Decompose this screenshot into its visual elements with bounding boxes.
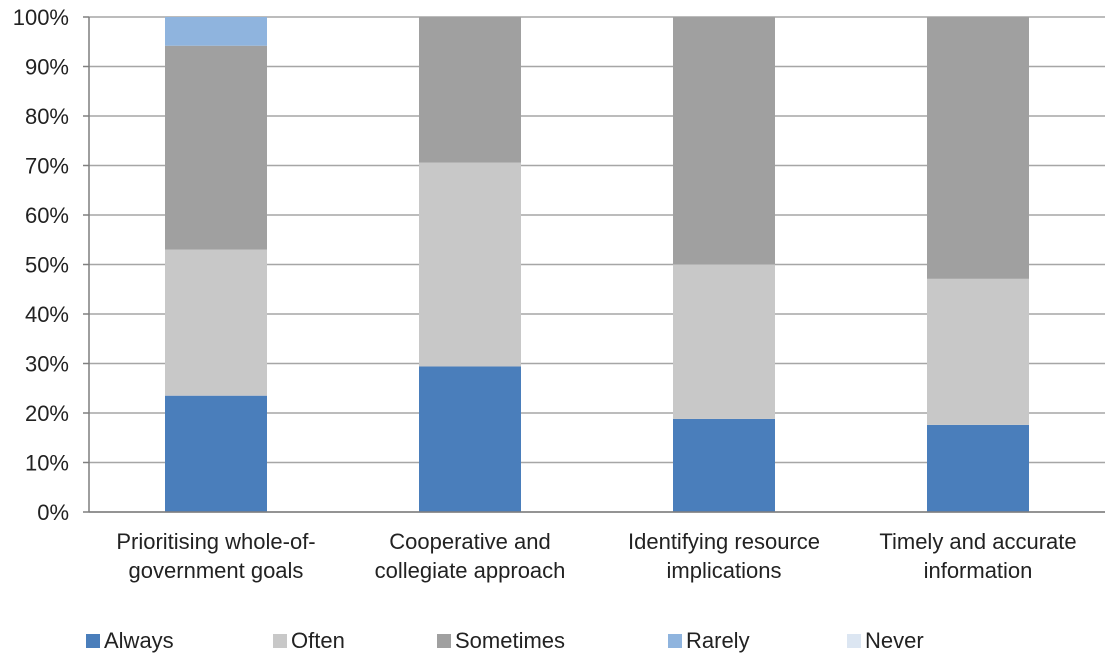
y-tick-label: 0% [37, 500, 69, 525]
legend: Always Often Sometimes Rarely Never [0, 622, 1118, 658]
y-tick-label: 60% [25, 203, 69, 228]
legend-item-often: Often [273, 628, 345, 654]
bar-segment-sometimes [927, 17, 1029, 279]
x-category-label: Prioritising whole-of- [116, 529, 315, 554]
bar-segment-rarely [165, 17, 267, 46]
x-category-label: government goals [129, 558, 304, 583]
x-category-label: information [924, 558, 1033, 583]
legend-item-rarely: Rarely [668, 628, 750, 654]
legend-swatch [847, 634, 861, 648]
bar-segment-always [673, 418, 775, 512]
legend-item-sometimes: Sometimes [437, 628, 565, 654]
axes [83, 16, 1105, 513]
bar-segment-always [419, 366, 521, 512]
y-tick-label: 10% [25, 451, 69, 476]
y-tick-label: 40% [25, 302, 69, 327]
y-tick-label: 30% [25, 352, 69, 377]
y-tick-label: 90% [25, 55, 69, 80]
bar-segment-always [927, 424, 1029, 512]
legend-item-always: Always [86, 628, 174, 654]
bar-segment-often [419, 162, 521, 367]
bars [165, 17, 1029, 512]
legend-item-never: Never [847, 628, 924, 654]
x-category-label: Cooperative and [389, 529, 550, 554]
bar-segment-sometimes [673, 17, 775, 265]
y-tick-labels: 0% 10% 20% 30% 40% 50% 60% 70% 80% 90% 100% [13, 5, 69, 525]
legend-label: Always [104, 628, 174, 653]
legend-label: Rarely [686, 628, 750, 653]
y-tick-label: 50% [25, 253, 69, 278]
category-labels: Prioritising whole-of-government goals Co… [116, 529, 1076, 583]
bar-segment-often [673, 264, 775, 419]
x-category-label: implications [667, 558, 782, 583]
legend-label: Sometimes [455, 628, 566, 653]
y-tick-label: 20% [25, 401, 69, 426]
x-category-label: Timely and accurate [879, 529, 1076, 554]
y-tick-label: 100% [13, 5, 69, 30]
bar-segment-sometimes [419, 17, 521, 163]
y-tick-label: 80% [25, 104, 69, 129]
legend-swatch [437, 634, 451, 648]
x-category-label: Identifying resource [628, 529, 820, 554]
legend-swatch [668, 634, 682, 648]
legend-label: Often [291, 628, 345, 653]
bar-segment-sometimes [165, 45, 267, 250]
bar-segment-often [165, 249, 267, 396]
legend-swatch [86, 634, 100, 648]
bar-segment-always [165, 395, 267, 512]
y-tick-label: 70% [25, 154, 69, 179]
legend-label: Never [865, 628, 924, 653]
x-category-label: collegiate approach [375, 558, 566, 583]
legend-swatch [273, 634, 287, 648]
bar-segment-often [927, 278, 1029, 425]
